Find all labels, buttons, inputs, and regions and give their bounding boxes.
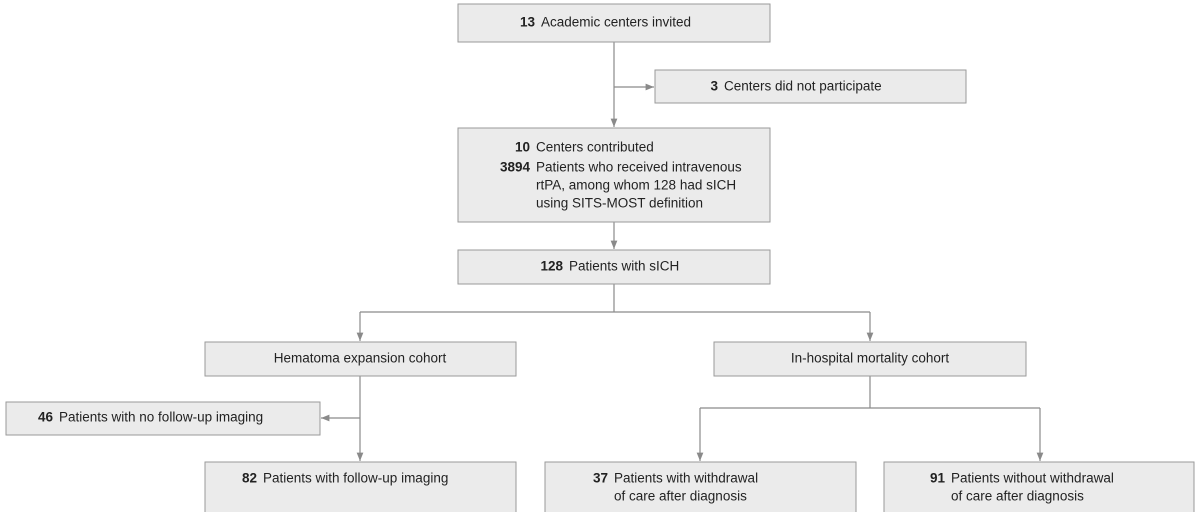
box	[457, 127, 771, 223]
box	[654, 69, 967, 104]
label: In-hospital mortality cohort	[791, 351, 950, 366]
label: Patients with sICH	[569, 259, 679, 274]
label: Centers contributed	[536, 140, 654, 155]
count: 91	[930, 471, 946, 486]
box	[204, 461, 517, 512]
label: of care after diagnosis	[614, 489, 747, 504]
count: 128	[540, 259, 563, 274]
label: using SITS-MOST definition	[536, 196, 703, 211]
label: Patients without withdrawal	[951, 471, 1114, 486]
box	[457, 3, 771, 43]
connector	[360, 284, 870, 313]
count: 13	[520, 15, 536, 30]
connectors	[321, 42, 1044, 461]
box	[5, 401, 321, 436]
label: Centers did not participate	[724, 79, 882, 94]
box	[204, 341, 517, 377]
label: Patients with follow-up imaging	[263, 471, 448, 486]
label: of care after diagnosis	[951, 489, 1084, 504]
count: 37	[593, 471, 608, 486]
count: 46	[38, 410, 54, 425]
label: Patients who received intravenous	[536, 160, 742, 175]
box	[713, 341, 1027, 377]
connector	[700, 376, 1040, 409]
label: Patients with withdrawal	[614, 471, 758, 486]
label: Hematoma expansion cohort	[274, 351, 447, 366]
count: 10	[515, 140, 530, 155]
boxes	[5, 3, 1195, 512]
label: Patients with no follow-up imaging	[59, 410, 263, 425]
count: 82	[242, 471, 257, 486]
box	[544, 461, 857, 512]
label: rtPA, among whom 128 had sICH	[536, 178, 736, 193]
box	[883, 461, 1195, 512]
count: 3	[710, 79, 718, 94]
labels: 13 Academic centers invited 3 Centers di…	[38, 15, 1114, 504]
box	[457, 249, 771, 285]
count: 3894	[500, 160, 531, 175]
label: Academic centers invited	[541, 15, 691, 30]
